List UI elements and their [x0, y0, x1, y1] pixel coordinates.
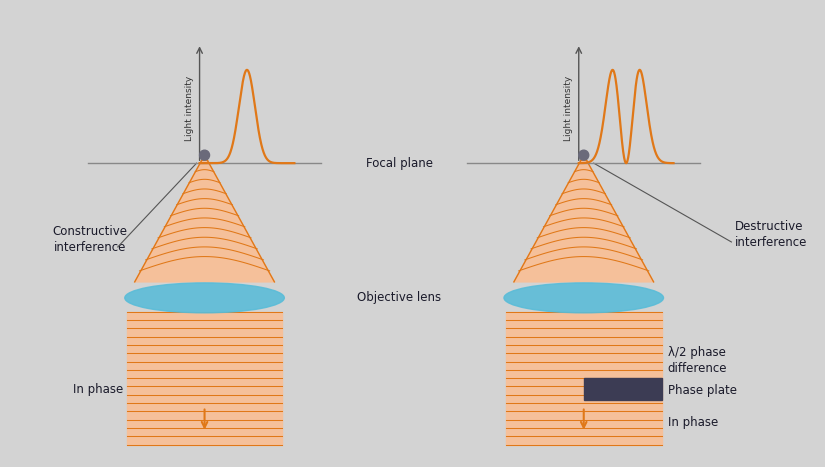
Circle shape: [579, 150, 589, 160]
Text: Objective lens: Objective lens: [357, 291, 441, 304]
Text: Destructive
interference: Destructive interference: [734, 220, 807, 249]
Polygon shape: [584, 378, 662, 400]
Polygon shape: [127, 312, 282, 445]
Ellipse shape: [504, 283, 663, 313]
Ellipse shape: [125, 283, 285, 313]
Text: Light intensity: Light intensity: [564, 76, 573, 141]
Polygon shape: [134, 155, 275, 282]
Text: Light intensity: Light intensity: [185, 76, 194, 141]
Circle shape: [200, 150, 210, 160]
Text: λ/2 phase
difference: λ/2 phase difference: [667, 347, 727, 375]
Polygon shape: [514, 155, 653, 282]
Polygon shape: [506, 312, 662, 445]
Text: Focal plane: Focal plane: [365, 156, 432, 170]
Text: In phase: In phase: [73, 383, 123, 396]
Text: In phase: In phase: [667, 416, 718, 429]
Text: Phase plate: Phase plate: [667, 384, 737, 397]
Text: Constructive
interference: Constructive interference: [52, 226, 127, 255]
